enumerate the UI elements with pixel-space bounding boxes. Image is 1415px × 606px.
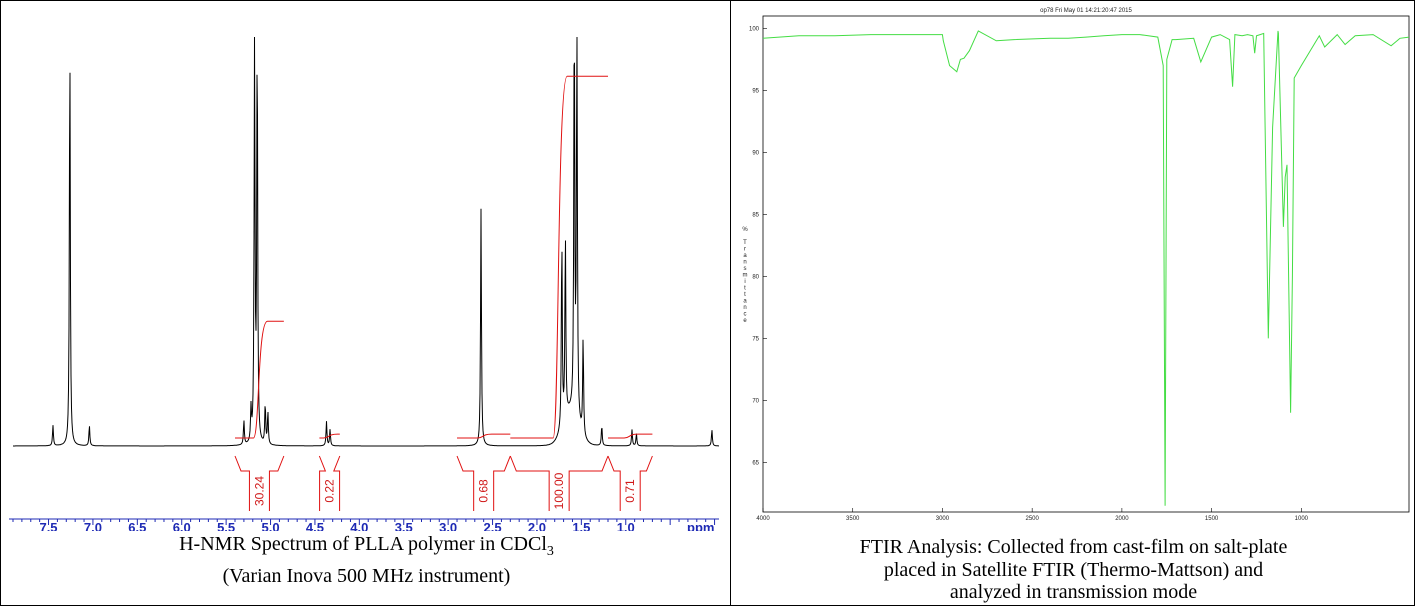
- integral-label-2: 0.68: [477, 479, 491, 503]
- nmr-tick-label: 6.5: [128, 520, 146, 531]
- nmr-tick-label: 3.0: [439, 520, 457, 531]
- nmr-ppm-label: ppm: [687, 520, 714, 531]
- nmr-tick-label: 1.0: [617, 520, 635, 531]
- integral-curve-3: [510, 75, 608, 439]
- ftir-caption-line1: FTIR Analysis: Collected from cast-film …: [859, 536, 1288, 558]
- nmr-panel: 30.24 0.22 0.68 100.00 0.71 7.5 7.0 6.5 6.0 5.5 5.…: [0, 0, 731, 606]
- nmr-tick-label: 5.0: [261, 520, 279, 531]
- nmr-tick-label: 5.5: [217, 520, 235, 531]
- ftir-caption-line3: analyzed in transmission mode: [949, 581, 1198, 603]
- integral-label-4: 0.71: [623, 479, 637, 503]
- ftir-x-tick-label: 2000: [1115, 516, 1129, 522]
- integral-curve-1: [319, 433, 340, 439]
- ftir-y-tick-label: 80: [752, 274, 759, 280]
- ftir-y-tick-label: 90: [752, 150, 759, 156]
- integral-label-1: 0.22: [323, 479, 337, 503]
- ftir-x-tick-label: 2500: [1025, 516, 1039, 522]
- ftir-x-tick-label: 1500: [1205, 516, 1219, 522]
- nmr-tick-label: 3.5: [395, 520, 413, 531]
- ftir-y-tick-label: 95: [752, 88, 759, 94]
- nmr-caption-line2: (Varian Inova 500 MHz instrument): [222, 565, 511, 587]
- ftir-y-tick-label: 65: [752, 460, 759, 466]
- nmr-caption: H-NMR Spectrum of PLLA polymer in CDCl3 …: [1, 532, 732, 588]
- ftir-x-tick-label: 3500: [846, 516, 860, 522]
- nmr-tick-label: 7.0: [84, 520, 102, 531]
- nmr-tick-label: 2.5: [484, 520, 502, 531]
- ftir-panel: op78 Fri May 01 14:21:20:47 2015 65 70 75 80…: [730, 0, 1415, 606]
- ftir-title: op78 Fri May 01 14:21:20:47 2015: [1040, 8, 1132, 14]
- nmr-trace: [13, 36, 719, 447]
- integral-label-0: 30.24: [252, 476, 266, 506]
- nmr-tick-label: 2.0: [528, 520, 546, 531]
- integral-bracket-1: [318, 455, 341, 511]
- ftir-y-tick-label: 100: [749, 26, 760, 32]
- nmr-tick-label: 1.5: [572, 520, 590, 531]
- ftir-spectrum-chart: op78 Fri May 01 14:21:20:47 2015 65 70 75 80…: [742, 8, 1410, 522]
- ftir-caption-line2: placed in Satellite FTIR (Thermo-Mattson…: [883, 558, 1264, 581]
- nmr-tick-label: 7.5: [39, 520, 57, 531]
- ftir-trace: [762, 30, 1410, 506]
- nmr-tick-label: 6.0: [173, 520, 191, 531]
- ftir-x-tick-label: 1000: [1295, 516, 1309, 522]
- nmr-tick-label: 4.0: [350, 520, 368, 531]
- nmr-spectrum-chart: 30.24 0.22 0.68 100.00 0.71 7.5 7.0 6.5 6.0 5.5 5.…: [9, 36, 719, 531]
- nmr-tick-label: 4.5: [306, 520, 324, 531]
- integral-curve-2: [457, 433, 511, 439]
- integral-bracket-0: [234, 455, 285, 511]
- ftir-plot-frame: [762, 15, 1410, 513]
- integral-bracket-2: [456, 455, 511, 511]
- ftir-x-tick-label: 4000: [756, 516, 770, 522]
- integral-bracket-4: [607, 455, 653, 511]
- ftir-caption: FTIR Analysis: Collected from cast-film …: [731, 536, 1415, 604]
- integral-bracket-3: [509, 455, 609, 511]
- integral-curve-4: [607, 433, 653, 439]
- ftir-y-tick-label: 75: [752, 336, 759, 342]
- nmr-caption-line1: H-NMR Spectrum of PLLA polymer in CDCl3: [179, 533, 554, 559]
- integral-curve-0: [235, 320, 284, 439]
- ftir-y-tick-label: 85: [752, 212, 759, 218]
- ftir-x-tick-label: 3000: [936, 516, 950, 522]
- ftir-y-tick-label: 70: [752, 398, 759, 404]
- integral-label-3: 100.00: [552, 472, 566, 509]
